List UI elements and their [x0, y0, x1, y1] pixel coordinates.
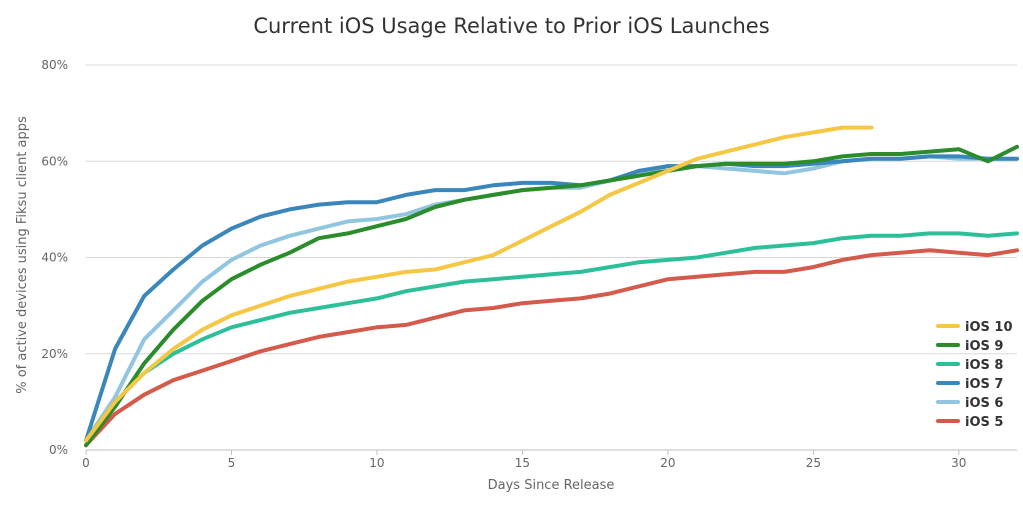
- legend-label: iOS 10: [965, 320, 1013, 335]
- series-line-ios-6: [84, 154, 1019, 443]
- x-tick-label: 5: [228, 456, 236, 470]
- series-lines: [84, 125, 1019, 448]
- series-line-ios-5: [84, 248, 1019, 448]
- chart-title: Current iOS Usage Relative to Prior iOS …: [253, 14, 770, 38]
- gridlines: 0% 20% 40% 60% 80%: [41, 58, 1017, 457]
- series-line-ios-10: [84, 125, 874, 443]
- legend-label: iOS 9: [965, 339, 1003, 354]
- legend-label: iOS 5: [965, 415, 1003, 430]
- x-tick-label: 30: [951, 456, 966, 470]
- x-axis: 0 5 10 15 20 25 30: [82, 449, 1017, 470]
- legend-label: iOS 8: [965, 358, 1003, 373]
- x-tick-label: 20: [660, 456, 675, 470]
- legend-label: iOS 6: [965, 396, 1003, 411]
- y-tick-label: 0%: [49, 443, 68, 457]
- series-line-ios-8: [84, 231, 1019, 443]
- x-tick-label: 10: [369, 456, 384, 470]
- x-axis-label: Days Since Release: [488, 478, 615, 493]
- series-line-ios-7: [84, 154, 1019, 443]
- y-tick-label: 40%: [41, 251, 68, 265]
- x-tick-label: 25: [806, 456, 821, 470]
- legend-label: iOS 7: [965, 377, 1003, 392]
- y-tick-label: 20%: [41, 347, 68, 361]
- x-tick-label: 15: [515, 456, 530, 470]
- series-line-ios-9: [84, 144, 1019, 448]
- x-tick-label: 0: [82, 456, 90, 470]
- legend: iOS 10 iOS 9 iOS 8 iOS 7 iOS 6 iOS 5: [936, 320, 1013, 430]
- y-tick-label: 80%: [41, 58, 68, 72]
- y-axis-label: % of active devices using Fiksu client a…: [15, 116, 30, 394]
- y-tick-label: 60%: [41, 154, 68, 168]
